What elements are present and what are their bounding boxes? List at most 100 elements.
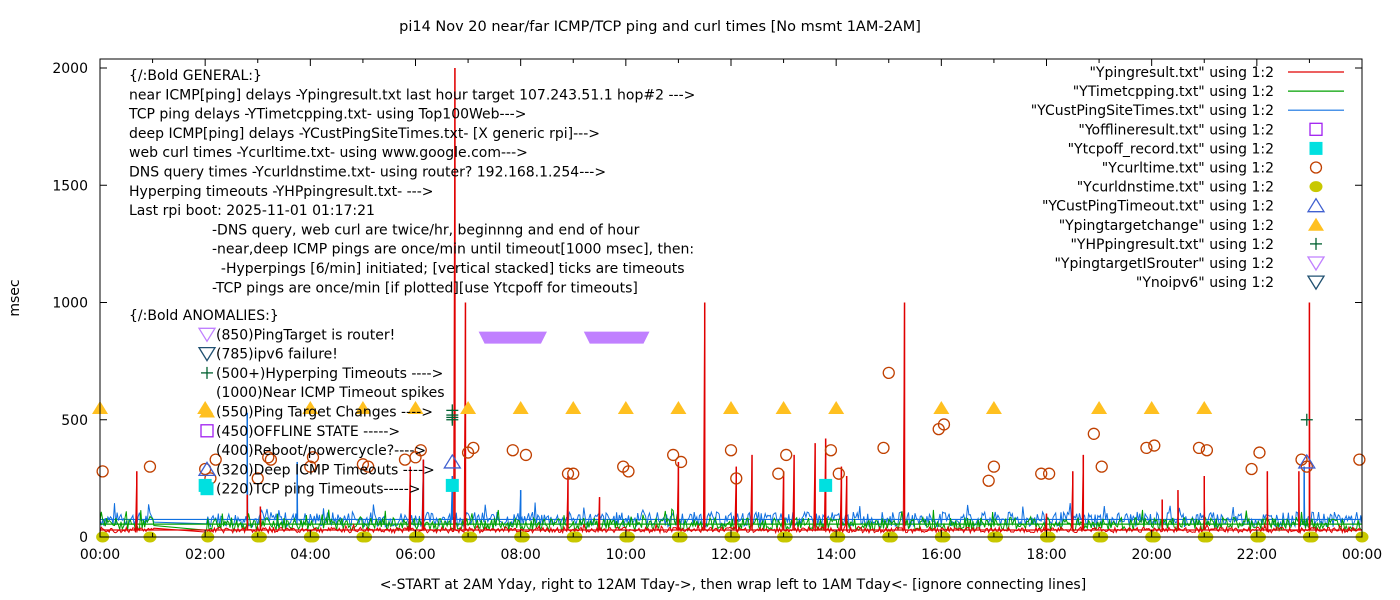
point-ypingtargetchange [670,401,687,415]
point-ycurltime-txt [519,448,533,462]
legend-marker-icon [1309,161,1323,174]
point-ypingtargetchange [512,401,529,415]
legend-label: "YTimetcpping.txt" using 1:2 [1073,84,1274,100]
point-ycurltime-txt [1245,462,1258,476]
y-tick-label: 2000 [52,61,88,77]
point-ycurltime-txt [362,460,375,473]
legend-label: "Ycurltime.txt" using 1:2 [1102,161,1274,177]
point-ypingtargetchange [775,401,792,415]
point-ycurltime-txt [506,444,519,457]
target-is-router-bar [478,331,547,344]
anomaly-marker-icon [201,366,213,379]
point-ytcpoff_record-txt [445,478,459,492]
point-ycurltime-txt [772,467,785,480]
point-ypingtargetchange [1091,401,1108,415]
point-ycurltime-txt [567,467,580,480]
x-tick-label: 10:00 [606,547,646,563]
anomaly-line: (320)Deep ICMP Timeouts ----> [216,462,435,478]
x-tick-label: 06:00 [395,547,435,563]
point-yhppingresult-txt [446,411,459,424]
point-ycurltime-txt [937,418,951,431]
anomalies-header: {/:Bold ANOMALIES:} [129,308,279,324]
general-line: Hyperping timeouts -YHPpingresult.txt- -… [129,184,434,200]
general-line: DNS query times -Ycurldnstime.txt- using… [129,165,606,181]
point-ycurltime-txt [667,448,680,462]
point-ycurltime-txt [1087,427,1100,440]
general-line: near ICMP[ping] delays -Ypingresult.txt … [129,87,695,103]
x-tick-label: 02:00 [185,547,225,563]
note-line: -DNS query, web curl are twice/hr, begin… [212,222,640,238]
point-ycustpingtimeout-txt [443,453,462,469]
point-ycurltime-txt [1035,467,1048,480]
legend-label: "Ycurldnstime.txt" using 1:2 [1077,180,1274,196]
x-tick-label: 04:00 [290,547,330,563]
y-axis-label: msec [7,279,23,316]
anomaly-line: (400)Reboot/powercycle?----> [216,443,426,459]
point-ycurltime-txt [987,460,1001,473]
anomaly-line: (500+)Hyperping Timeouts ----> [216,366,443,382]
anomaly-marker-icon [197,461,217,477]
anomaly-line: (1000)Near ICMP Timeout spikes [216,385,445,401]
legend-label: "YpingtargetISrouter" using 1:2 [1054,256,1274,272]
legend-label: "YCustPingSiteTimes.txt" using 1:2 [1031,103,1274,119]
general-header: {/:Bold GENERAL:} [129,68,262,84]
x-tick-label: 14:00 [816,547,856,563]
legend-label: "YCustPingTimeout.txt" using 1:2 [1042,199,1274,215]
anomaly-line: (450)OFFLINE STATE -----> [216,424,400,440]
point-ycurltime-txt [1095,460,1108,473]
legend-label: "YHPpingresult.txt" using 1:2 [1070,237,1274,253]
point-ypingtargetchange [1143,401,1160,415]
point-ycurltime-txt [251,472,264,485]
y-tick-label: 500 [61,413,88,429]
anomaly-marker-icon [199,404,215,418]
anomaly-marker-icon [200,424,214,438]
x-tick-label: 20:00 [1131,547,1171,563]
legend-marker-icon [1310,237,1322,250]
x-tick-label: 12:00 [711,547,751,563]
point-yhppingresult-txt [1300,413,1313,426]
x-tick-label: 00:00 [80,547,120,563]
point-ypingtargetchange [933,401,950,415]
anomaly-line: (785)ipv6 failure! [216,347,338,363]
point-ycurltime-txt [832,467,845,480]
point-ycustpingtimeout-txt [1297,453,1316,469]
legend-label: "Ypingresult.txt" using 1:2 [1089,65,1274,81]
point-ypingtargetchange [723,401,739,415]
point-ycurltime-txt [730,472,743,485]
point-ypingtargetchange [460,401,477,415]
general-line: web curl times -Ycurltime.txt- using www… [129,145,528,161]
anomaly-line: (220)TCP ping Timeouts-----> [216,482,421,498]
point-ypingtargetchange [565,401,582,415]
annotations: {/:Bold GENERAL:} near ICMP[ping] delays … [128,68,695,498]
legend: "Ypingresult.txt" using 1:2 "YTimetcpping… [1031,65,1344,291]
legend-marker-icon [1309,122,1323,136]
general-line: Last rpi boot: 2025-11-01 01:17:21 [129,203,375,219]
point-ycurltime-txt [414,444,427,457]
y-axis-ticks: 0 500 1000 1500 2000 [52,61,1362,546]
point-ytcpoff_record-txt [819,478,833,492]
x-axis-ticks: 00:00 02:00 04:00 06:00 08:00 10:00 12:00 14:00… [80,59,1382,563]
point-ycurltime-txt [143,460,157,473]
point-ycurltime-txt [306,451,320,464]
point-ypingtargetchange [828,401,845,415]
x-tick-label: 00:00 [1342,547,1382,563]
legend-marker-icon [1309,141,1323,155]
point-ycurltime-txt [882,366,895,380]
point-ycurltime-txt [1140,441,1153,455]
point-ycurltime-txt [561,467,575,480]
point-ycurltime-txt [1253,446,1266,459]
point-ycurltime-txt [724,444,738,457]
legend-label: "Yofflineresult.txt" using 1:2 [1078,122,1274,138]
point-ypingtargetchange [617,401,634,415]
anomaly-line: (550)Ping Target Changes ----> [216,405,433,421]
point-ycurltime-txt [1042,467,1056,480]
legend-label: "Ynoipv6" using 1:2 [1136,275,1274,291]
note-line: -near,deep ICMP pings are once/min until… [212,242,694,258]
point-ycurltime-txt [467,441,480,455]
x-tick-label: 22:00 [1237,547,1277,563]
y-tick-label: 1000 [52,296,88,312]
point-ycurltime-txt [1353,453,1366,466]
x-axis-label: <-START at 2AM Yday, right to 12AM Tday-… [380,577,1086,593]
legend-marker-icon [1306,197,1326,213]
